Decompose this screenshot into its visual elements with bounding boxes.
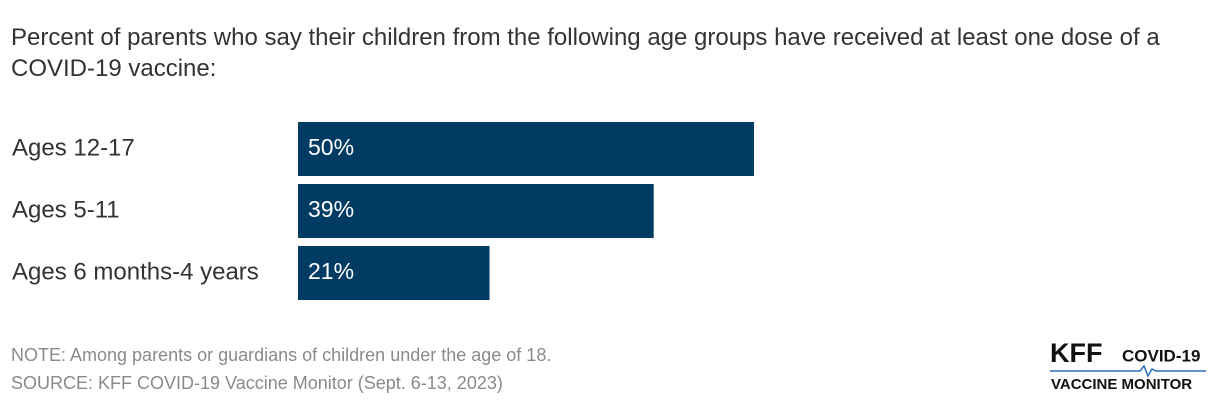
bar xyxy=(298,122,754,176)
logo-line1: COVID-19 xyxy=(1122,346,1200,365)
category-label: Ages 5-11 xyxy=(12,196,120,223)
category-label: Ages 6 months-4 years xyxy=(12,258,259,285)
logo-line2: VACCINE MONITOR xyxy=(1051,376,1192,393)
chart-title: Percent of parents who say their childre… xyxy=(11,24,1160,82)
source: SOURCE: KFF COVID-19 Vaccine Monitor (Se… xyxy=(11,373,503,393)
logo-line xyxy=(1050,364,1206,378)
category-label: Ages 12-17 xyxy=(12,134,135,161)
note: NOTE: Among parents or guardians of chil… xyxy=(11,345,551,365)
bar xyxy=(298,184,654,238)
value-label: 50% xyxy=(308,134,354,160)
bar xyxy=(298,246,490,300)
value-label: 39% xyxy=(308,196,354,222)
logo-brand: KFF xyxy=(1050,338,1102,368)
value-label: 21% xyxy=(308,258,354,284)
logo: KFF COVID-19 VACCINE MONITOR xyxy=(1050,338,1206,393)
